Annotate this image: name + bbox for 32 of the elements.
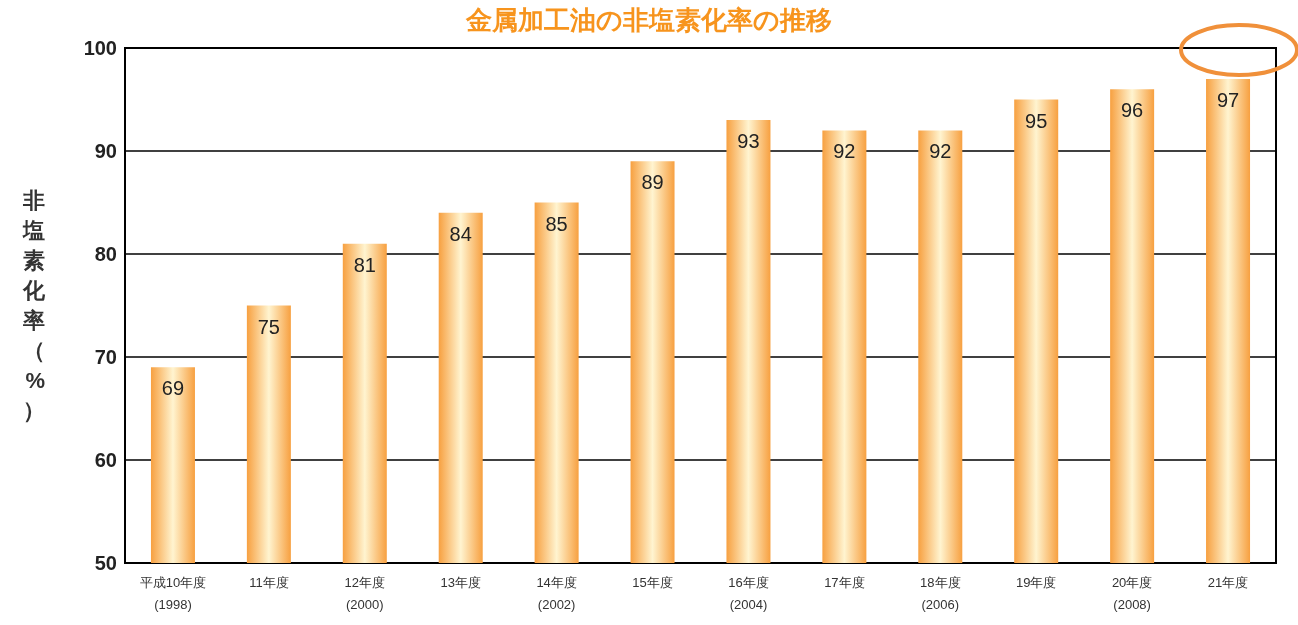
x-tick-label: 15年度: [632, 574, 673, 590]
data-label: 69: [161, 377, 185, 400]
y-tick-label: 70: [94, 346, 117, 368]
y-tick-label: 50: [94, 552, 117, 574]
data-label: 97: [1216, 88, 1240, 111]
x-tick-label: 平成10年度 (1998): [139, 574, 207, 612]
x-tick-label: 17年度: [824, 574, 865, 590]
y-tick-label: 90: [94, 140, 117, 162]
x-tick-label: 18年度 (2006): [920, 574, 961, 612]
data-label: 92: [929, 140, 952, 163]
data-label: 95: [1025, 109, 1048, 132]
data-label: 81: [353, 253, 376, 276]
y-tick-label: 100: [83, 37, 117, 59]
chart-title: 金属加工油の非塩素化率の推移: [465, 5, 832, 35]
y-axis-title: 非塩素化率（%）: [22, 188, 46, 423]
x-tick-label: 20年度 (2008): [1111, 574, 1153, 612]
y-tick-label: 60: [94, 449, 117, 471]
x-tick-label: 11年度: [249, 574, 289, 590]
data-label: 93: [737, 130, 760, 153]
y-tick-label: 80: [94, 243, 117, 265]
data-label: 85: [545, 212, 568, 235]
data-label: 75: [257, 315, 280, 338]
x-tick-label: 12年度 (2000): [344, 574, 386, 612]
x-tick-label: 16年度 (2004): [728, 574, 769, 612]
x-tick-label: 14年度 (2002): [536, 574, 577, 612]
data-label: 92: [833, 140, 856, 163]
x-tick-label: 21年度: [1207, 574, 1249, 590]
x-tick-label: 19年度: [1015, 574, 1057, 590]
data-label: 89: [641, 171, 664, 194]
x-tick-label: 13年度: [440, 574, 481, 590]
data-label: 84: [449, 222, 472, 245]
data-label: 96: [1121, 99, 1144, 122]
